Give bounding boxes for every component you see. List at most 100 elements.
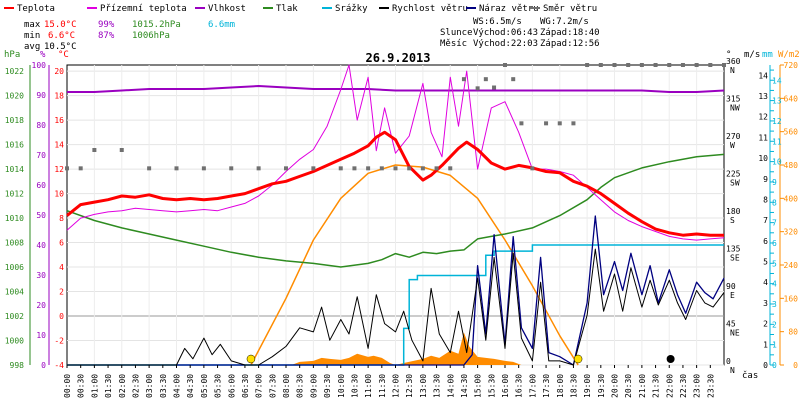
temp-tick: 8 <box>59 214 64 223</box>
wind-direction-point <box>612 63 617 67</box>
hpa-tick: 1006 <box>5 263 24 272</box>
wind-tick: 11 <box>758 133 768 142</box>
sun-set: Západ:18:40 <box>540 28 600 38</box>
rain-axis-title: mm <box>762 50 773 60</box>
moonrise-marker <box>666 355 675 363</box>
rain-tick: 6 <box>772 239 777 248</box>
x-tick-label: 20:30 <box>624 374 633 398</box>
rain-tick: 3 <box>772 300 777 309</box>
x-tick-label: 06:00 <box>227 374 236 398</box>
wm2-tick: 400 <box>784 194 799 203</box>
wm2-tick: 80 <box>788 328 798 337</box>
x-tick-label: 19:30 <box>597 374 606 398</box>
wind-tick: 14 <box>758 71 768 80</box>
sunrise-marker <box>246 354 256 364</box>
stat-max-temp: 15.0°C <box>44 20 77 30</box>
x-tick-label: 07:00 <box>255 374 264 398</box>
x-tick-label: 21:00 <box>638 374 647 398</box>
wind-direction-point <box>311 166 316 171</box>
dir-tick: 90 <box>726 282 736 291</box>
x-tick-label: 08:30 <box>296 374 305 398</box>
temp-tick: 4 <box>59 263 64 272</box>
x-tick-label: 09:00 <box>309 374 318 398</box>
hpa-tick: 1018 <box>5 116 24 125</box>
wind-direction-point <box>722 63 726 67</box>
x-tick-label: 21:30 <box>652 374 661 398</box>
wind-direction-point <box>284 166 288 171</box>
wind-direction-point <box>503 63 507 67</box>
temp-tick: 2 <box>59 288 64 297</box>
wind-direction-point <box>256 166 261 171</box>
pct-tick: 80 <box>36 121 46 130</box>
wind-tick: 9 <box>763 175 768 184</box>
x-tick-label: 16:00 <box>501 374 510 398</box>
wind-direction-point <box>680 63 685 67</box>
x-axis-label: čas <box>742 370 758 381</box>
legend-label: Teplota <box>17 4 55 14</box>
wind-direction-point <box>626 63 631 67</box>
stat-avg-label: avg <box>24 42 40 52</box>
ws-value: WS:6.5m/s <box>473 17 522 27</box>
wind-direction-point <box>483 77 488 82</box>
wind-direction-point <box>420 166 425 171</box>
rain-intensity-area <box>291 332 522 365</box>
solar-radiation-line <box>250 164 579 366</box>
hpa-tick: 1000 <box>5 337 24 346</box>
dir-tick: 225 <box>726 170 741 179</box>
wind-tick: 6 <box>763 237 768 246</box>
pct-tick: 40 <box>36 241 46 250</box>
wind-direction-point <box>492 85 497 90</box>
hpa-tick: 1016 <box>5 141 24 150</box>
x-tick-label: 16:30 <box>515 374 524 398</box>
x-tick-label: 07:30 <box>268 374 277 398</box>
wind-direction-point <box>119 148 124 152</box>
hpa-tick: 1002 <box>5 312 24 321</box>
stat-max-press: 1015.2hPa <box>132 20 181 30</box>
dir-card: NE <box>730 329 740 338</box>
x-tick-label: 05:30 <box>214 374 223 398</box>
temperature-line <box>66 130 724 237</box>
x-tick-label: 23:30 <box>706 374 715 398</box>
x-axis: 00:00 00:30 01:00 01:30 02:00 02:30 03:00 03:30… <box>63 365 715 398</box>
wm2-tick: 240 <box>784 261 799 270</box>
sunset-marker <box>573 354 583 364</box>
x-tick-label: 05:00 <box>200 374 209 398</box>
wind-direction-point <box>201 166 206 171</box>
stat-avg-temp: 10.5°C <box>44 42 77 52</box>
x-tick-label: 02:30 <box>131 374 140 398</box>
rain-tick: 10 <box>772 158 782 167</box>
x-tick-label: 13:30 <box>433 374 442 398</box>
wind-tick: 13 <box>758 92 768 101</box>
wind-tick: 3 <box>763 299 768 308</box>
wind-direction-point <box>434 166 439 171</box>
wm2-axis-title: W/m2 <box>778 50 800 60</box>
wind-tick: 4 <box>763 278 768 287</box>
wind-direction-point <box>557 121 562 126</box>
x-tick-label: 03:30 <box>159 374 168 398</box>
rain-tick: 2 <box>772 320 777 329</box>
wm2-tick: 0 <box>793 361 798 370</box>
temp-axis-title: °C <box>58 50 69 60</box>
dir-tick: 45 <box>726 320 736 329</box>
hpa-tick: 1022 <box>5 67 24 76</box>
hpa-tick: 1014 <box>5 165 24 174</box>
wind-direction-point <box>639 63 644 67</box>
wind-tick: 7 <box>763 216 768 225</box>
dir-tick: 270 <box>726 132 741 141</box>
x-tick-label: 13:00 <box>419 374 428 398</box>
x-tick-label: 01:30 <box>104 374 113 398</box>
x-tick-label: 18:00 <box>556 374 565 398</box>
rain-tick: 8 <box>772 198 777 207</box>
wm2-tick: 640 <box>784 94 799 103</box>
wind-direction-point <box>461 77 466 82</box>
wind-tick: 10 <box>758 154 768 163</box>
x-tick-label: 03:00 <box>145 374 154 398</box>
wind-direction-point <box>519 121 524 126</box>
x-tick-label: 22:30 <box>679 374 688 398</box>
x-tick-label: 09:30 <box>323 374 332 398</box>
wind-direction-point <box>598 63 603 67</box>
wind-direction-point <box>475 86 480 91</box>
wind-tick: 2 <box>763 320 768 329</box>
x-tick-label: 17:30 <box>542 374 551 398</box>
